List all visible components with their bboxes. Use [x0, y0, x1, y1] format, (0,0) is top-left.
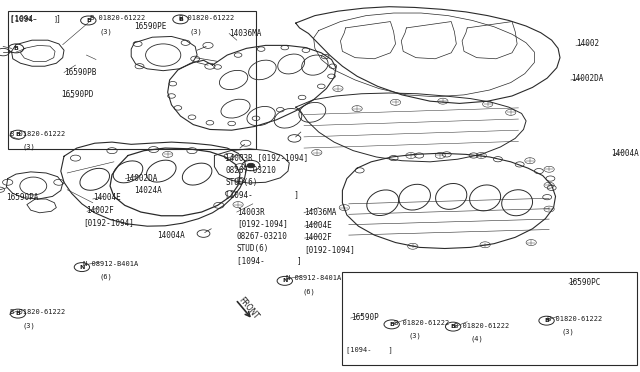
Text: N 08912-B401A: N 08912-B401A — [83, 261, 138, 267]
Text: 16590PA: 16590PA — [6, 193, 39, 202]
Text: 14024A: 14024A — [134, 186, 162, 195]
Text: B 01820-61222: B 01820-61222 — [394, 320, 449, 326]
Text: B: B — [15, 311, 20, 316]
Text: (3): (3) — [561, 329, 574, 336]
Text: [1094-    ]: [1094- ] — [346, 346, 392, 353]
Text: (4): (4) — [470, 335, 483, 342]
Text: B 01820-61222: B 01820-61222 — [454, 323, 509, 328]
Bar — [342, 272, 637, 365]
Text: B 01820-61222: B 01820-61222 — [547, 316, 602, 322]
Text: B 01820-61222: B 01820-61222 — [10, 310, 65, 315]
Text: 16590PE: 16590PE — [134, 22, 167, 31]
Text: B: B — [178, 17, 183, 22]
Text: 16590P: 16590P — [351, 313, 378, 322]
Text: STUD(6): STUD(6) — [237, 244, 269, 253]
Text: N: N — [79, 264, 84, 270]
Text: (3): (3) — [408, 333, 421, 339]
Text: 14004E: 14004E — [93, 193, 120, 202]
Text: 08267-03210: 08267-03210 — [237, 232, 287, 241]
Text: B 01820-61222: B 01820-61222 — [179, 15, 234, 21]
Text: 16590PD: 16590PD — [61, 90, 93, 99]
Text: STUD(6): STUD(6) — [225, 178, 258, 187]
Text: [0192-1094]: [0192-1094] — [237, 219, 287, 228]
Text: B: B — [451, 324, 456, 329]
Text: (3): (3) — [189, 28, 202, 35]
Text: [1094-         ]: [1094- ] — [225, 190, 300, 199]
Text: [1094-       ]: [1094- ] — [237, 256, 301, 265]
Text: B: B — [13, 46, 19, 51]
Text: [1094-    ]: [1094- ] — [10, 14, 60, 23]
Text: 16590PB: 16590PB — [64, 68, 97, 77]
Text: 14036MA: 14036MA — [229, 29, 262, 38]
Text: 14004A: 14004A — [157, 231, 184, 240]
Text: B: B — [389, 322, 394, 327]
Text: (6): (6) — [99, 274, 112, 280]
Text: 14004A: 14004A — [611, 149, 639, 158]
Text: [1094-    ]: [1094- ] — [10, 15, 58, 22]
Text: 14002DA: 14002DA — [125, 174, 157, 183]
Text: 14003R: 14003R — [237, 208, 264, 217]
Text: B: B — [86, 18, 91, 23]
Circle shape — [247, 163, 255, 168]
Text: FRONT: FRONT — [237, 295, 260, 321]
Text: (3): (3) — [99, 28, 112, 35]
Text: 14002: 14002 — [576, 39, 599, 48]
Text: 16590PC: 16590PC — [568, 278, 601, 287]
Text: 14002F: 14002F — [304, 233, 332, 242]
Text: B 01820-61222: B 01820-61222 — [10, 131, 65, 137]
Text: 14003R [0192-1094]: 14003R [0192-1094] — [225, 154, 308, 163]
Text: B 01820-61222: B 01820-61222 — [90, 15, 145, 21]
Text: 14004E: 14004E — [304, 221, 332, 230]
Text: B: B — [544, 318, 549, 323]
Bar — [8, 11, 256, 149]
Text: [0192-1094]: [0192-1094] — [83, 218, 134, 227]
Text: 08267-03210: 08267-03210 — [225, 166, 276, 175]
Text: 14002DA: 14002DA — [571, 74, 604, 83]
Text: N 08912-8401A: N 08912-8401A — [286, 275, 341, 281]
Text: B: B — [15, 132, 20, 137]
Text: (3): (3) — [22, 322, 35, 329]
Text: [0192-1094]: [0192-1094] — [304, 245, 355, 254]
Text: (6): (6) — [302, 288, 315, 295]
Text: 14002F: 14002F — [86, 206, 114, 215]
Text: 14036MA: 14036MA — [304, 208, 337, 217]
Text: (3): (3) — [22, 144, 35, 150]
Text: N: N — [282, 278, 287, 283]
